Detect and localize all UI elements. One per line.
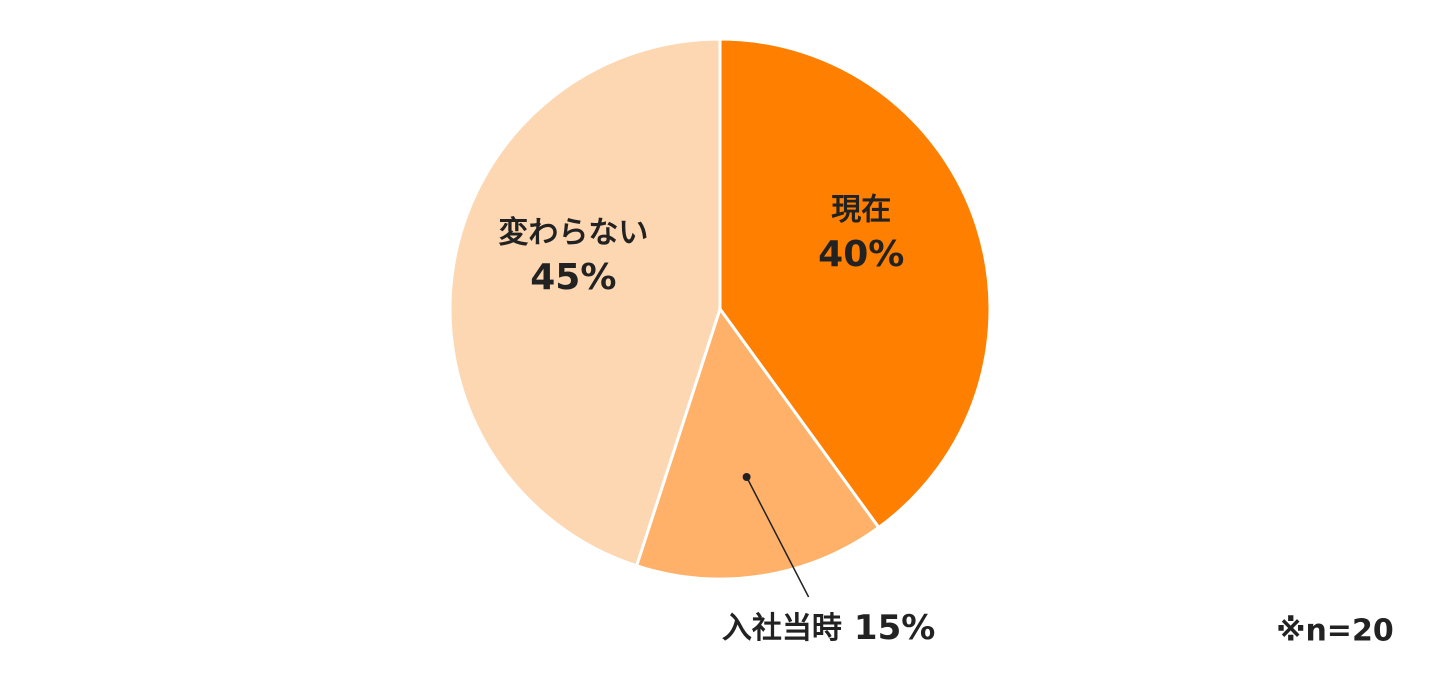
pie-slice [448,37,722,568]
leader-line [745,476,810,598]
slice-label: 現在 [831,193,891,228]
slice-value-label: 40% [818,234,904,275]
slice-value-label: 15% [854,608,935,648]
sample-note: ※n=20 [1276,614,1393,649]
slice-label: 入社当時 15% [722,608,935,648]
slice-label: 変わらない [498,215,648,250]
slice-value-label: 45% [530,257,616,298]
pie-slice [718,37,992,530]
slice-category: 入社当時 [722,611,842,646]
pie-slice [634,305,881,581]
